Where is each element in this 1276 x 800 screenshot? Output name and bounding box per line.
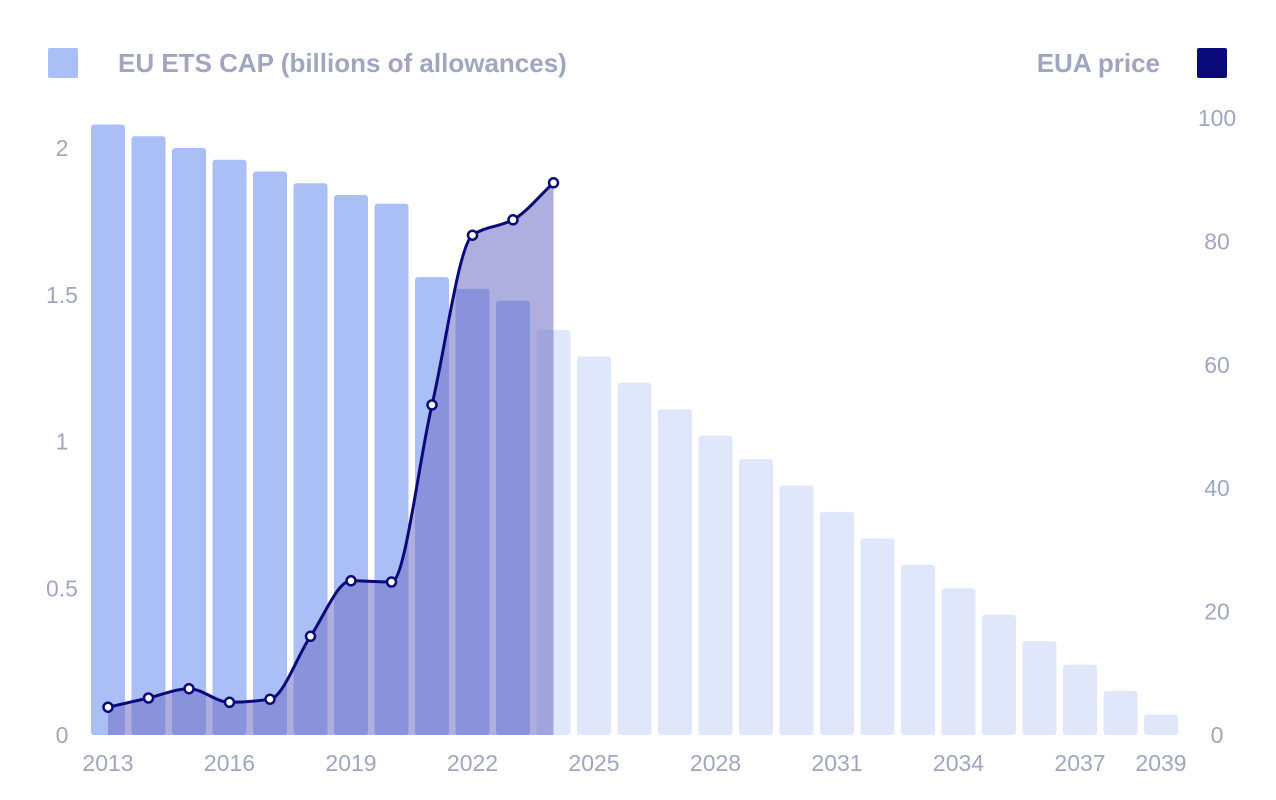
cap-bar-2016 — [212, 159, 247, 735]
y-left-tick-label: 1 — [56, 429, 69, 455]
cap-bar-2032 — [860, 538, 895, 735]
cap-bar-2026 — [617, 382, 652, 735]
price-point-2022 — [466, 229, 479, 241]
price-point-2021 — [426, 399, 438, 411]
price-point-2014 — [142, 692, 155, 704]
x-tick-label-2013: 2013 — [82, 750, 133, 776]
price-point-2017 — [264, 693, 276, 705]
y-right-tick-label: 80 — [1204, 228, 1230, 254]
y-axis-right-ticks: 0 20 40 60 80 100 — [1198, 105, 1236, 748]
price-area — [108, 182, 554, 736]
x-tick-label-2037: 2037 — [1054, 750, 1105, 776]
cap-bar-2035 — [982, 614, 1016, 735]
cap-bar-2037 — [1063, 664, 1097, 735]
cap-bar-2030 — [779, 485, 814, 735]
x-axis-ticks: 2013 2016 2019 2022 2025 2028 2031 2034 2037 2039 — [82, 750, 1186, 776]
cap-bars — [91, 124, 1178, 736]
price-point-2023 — [507, 214, 519, 226]
y-right-tick-label: 60 — [1204, 352, 1230, 378]
price-points — [102, 177, 560, 713]
x-tick-label-2022: 2022 — [447, 750, 498, 776]
x-tick-label-2028: 2028 — [690, 750, 741, 776]
y-left-tick-label: 0 — [56, 722, 69, 748]
cap-bar-2028 — [698, 435, 733, 735]
cap-bar-2033 — [901, 564, 935, 735]
cap-bar-2025 — [577, 356, 611, 735]
legend-swatch-price — [1197, 48, 1227, 78]
x-tick-label-2031: 2031 — [811, 750, 862, 776]
x-tick-label-2019: 2019 — [325, 750, 376, 776]
cap-bar-2027 — [658, 409, 692, 735]
legend-label-price: EUA price — [1037, 48, 1160, 78]
price-point-2015 — [183, 682, 195, 695]
x-tick-label-2016: 2016 — [204, 750, 255, 776]
y-left-tick-label: 1.5 — [46, 282, 78, 308]
cap-bar-2039 — [1144, 714, 1178, 735]
legend-label-cap: EU ETS CAP (billions of allowances) — [118, 48, 567, 78]
cap-bar-2034 — [941, 588, 976, 736]
y-left-tick-label: 2 — [56, 135, 69, 161]
y-right-tick-label: 100 — [1198, 105, 1236, 131]
y-right-tick-label: 20 — [1204, 599, 1230, 625]
x-tick-label-2025: 2025 — [568, 750, 619, 776]
x-tick-label-2034: 2034 — [933, 750, 984, 776]
cap-bar-2017 — [253, 171, 287, 735]
cap-bar-2038 — [1103, 691, 1138, 735]
cap-bar-2013 — [91, 124, 125, 735]
x-tick-label-2039: 2039 — [1135, 750, 1186, 776]
y-right-tick-label: 40 — [1204, 475, 1230, 501]
price-point-2016 — [223, 696, 236, 709]
price-point-2024 — [547, 177, 560, 189]
cap-bar-2015 — [172, 148, 206, 735]
y-left-tick-label: 0.5 — [46, 575, 78, 601]
price-point-2020 — [385, 576, 398, 588]
legend-swatch-cap — [48, 48, 78, 78]
cap-bar-2029 — [739, 459, 773, 735]
cap-bar-2031 — [820, 511, 854, 735]
cap-bar-2014 — [131, 136, 166, 736]
price-point-2019 — [345, 575, 357, 587]
cap-bar-2036 — [1022, 641, 1057, 735]
y-axis-left-ticks: 0 0.5 1 1.5 2 — [46, 135, 78, 748]
price-point-2013 — [102, 701, 114, 713]
y-right-tick-label: 0 — [1211, 722, 1224, 748]
cap-bar-2018 — [293, 183, 328, 735]
price-point-2018 — [304, 630, 317, 643]
